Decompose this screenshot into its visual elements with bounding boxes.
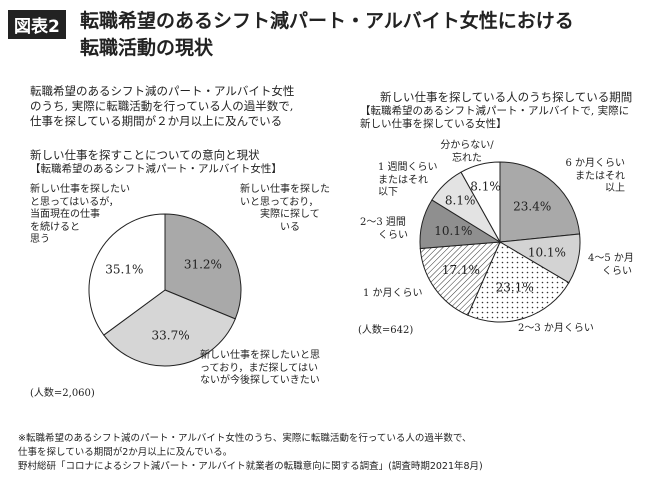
pie1-value-label: 10.1% xyxy=(528,245,566,259)
label-line: 忘れた xyxy=(452,152,482,164)
label-line: 当面現在の仕事 xyxy=(30,209,100,220)
pie1-value-label: 23.1% xyxy=(496,281,534,295)
summary-line: のうち, 実際に転職活動を行っている人の過半数で, xyxy=(30,99,294,113)
label-line: くらい xyxy=(378,229,408,241)
label-line: 4〜5 か月 xyxy=(588,253,634,264)
footnote: ※転職希望のあるシフト減のパート・アルバイト女性のうち、実際に転職活動を行ってい… xyxy=(18,432,483,474)
label-line: 思う xyxy=(30,234,50,245)
pie1-slice-6 xyxy=(460,161,501,244)
summary-line: 転職希望のあるシフト減のパート・アルバイト女性 xyxy=(30,84,295,98)
pie1-slice-0 xyxy=(499,161,581,243)
label-2-3weeks: 2〜3 週間 くらい xyxy=(360,217,408,242)
left-n-label: (人数=2,060) xyxy=(30,388,95,399)
left-chart-subtitle: 【転職希望のあるシフト減パート・アルバイト女性】 xyxy=(30,163,282,175)
label-line: 新しい仕事を探した xyxy=(240,184,330,195)
figure-badge: 図表2 xyxy=(8,10,66,39)
pie0-slice-2 xyxy=(88,213,166,336)
footnote-line: 野村総研「コロナによるシフト減パート・アルバイト就業者の転職意向に関する調査」(… xyxy=(18,461,483,472)
right-chart-subtitle: 【転職希望のあるシフト減パート・アルバイトで, 実際に 新しい仕事を探している女性… xyxy=(360,105,629,131)
label-1month: 1 か月くらい xyxy=(363,288,423,299)
label-line: 新しい仕事を探したいと思 xyxy=(200,350,320,361)
summary-line: 仕事を探している期間が２か月以上に及んでいる xyxy=(30,114,283,128)
pie1-value-label: 10.1% xyxy=(434,224,472,238)
pie0-value-label: 33.7% xyxy=(152,328,190,342)
right-chart-title: 新しい仕事を探している人のうち探している期間 xyxy=(380,90,633,104)
subtitle-line: 【転職希望のあるシフト減パート・アルバイトで, 実際に xyxy=(360,105,630,117)
pie0-value-label: 35.1% xyxy=(105,262,143,276)
label-line: を続けると xyxy=(30,221,80,233)
label-line: 分からない/ xyxy=(440,140,494,151)
label-line: またはそれ xyxy=(575,170,625,182)
label-searching: 新しい仕事を探した いと思っており， 実際に探して いる xyxy=(240,184,330,234)
label-continue: 新しい仕事を探したい と思ってはいるが， 当面現在の仕事 を続けると 思う xyxy=(30,184,130,247)
title-line: 転職活動の現状 xyxy=(80,37,214,59)
pie0-slice-1 xyxy=(103,289,236,367)
label-2-3months: 2〜3 か月くらい xyxy=(518,323,594,334)
title-line: 転職希望のあるシフト減パート・アルバイト女性における xyxy=(80,10,574,32)
footnote-line: 仕事を探している期間が2か月以上に及んでいる。 xyxy=(18,447,233,458)
label-line: いと思っており， xyxy=(240,196,319,208)
left-chart-title: 新しい仕事を探すことについての意向と現状 xyxy=(30,148,260,162)
label-line: いる xyxy=(280,221,300,233)
label-1week: 1 週間くらい またはそれ 以下 xyxy=(378,162,438,200)
footnote-line: ※転職希望のあるシフト減のパート・アルバイト女性のうち、実際に転職活動を行ってい… xyxy=(18,433,472,444)
pie1-value-label: 23.4% xyxy=(513,199,551,213)
summary-text: 転職希望のあるシフト減のパート・アルバイト女性 のうち, 実際に転職活動を行ってい… xyxy=(30,84,294,129)
label-line: っており，まだ探してはい xyxy=(200,362,318,374)
label-6months: 6 か月くらい またはそれ 以上 xyxy=(545,158,625,196)
pie1-value-label: 8.1% xyxy=(445,193,476,207)
label-line: 2〜3 週間 xyxy=(360,217,406,228)
label-line: 以上 xyxy=(605,183,625,194)
subtitle-line: 新しい仕事を探している女性】 xyxy=(360,118,507,130)
page-title: 転職希望のあるシフト減パート・アルバイト女性における 転職活動の現状 xyxy=(80,8,574,62)
pie1-slice-2 xyxy=(467,241,570,323)
pie0-value-label: 31.2% xyxy=(184,258,222,272)
label-line: ないが今後探していきたい xyxy=(200,375,320,386)
pie1-slice-3 xyxy=(419,241,501,316)
label-future: 新しい仕事を探したいと思 っており，まだ探してはい ないが今後探していきたい xyxy=(200,350,320,388)
label-line: 6 か月くらい xyxy=(565,158,625,169)
label-line: 新しい仕事を探したい xyxy=(30,184,130,195)
label-line: 以下 xyxy=(378,187,398,198)
label-line: 実際に探して xyxy=(260,209,320,220)
pie0-slice-0 xyxy=(164,213,242,320)
label-line: くらい xyxy=(602,265,632,277)
right-n-label: (人数=642) xyxy=(358,325,414,336)
label-line: またはそれ xyxy=(378,174,428,186)
label-line: 1 週間くらい xyxy=(378,162,438,173)
label-4-5months: 4〜5 か月 くらい xyxy=(588,253,634,278)
pie1-value-label: 8.1% xyxy=(470,179,501,193)
pie1-value-label: 17.1% xyxy=(442,263,480,277)
label-line: と思ってはいるが， xyxy=(30,196,119,208)
label-unknown: 分からない/忘れた xyxy=(432,140,502,165)
